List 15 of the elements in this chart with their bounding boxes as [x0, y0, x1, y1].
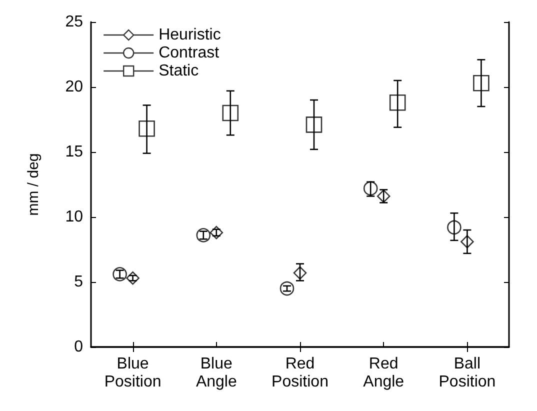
y-tick-label: 15: [65, 144, 84, 160]
y-axis-title: mm / deg: [25, 153, 42, 216]
x-tick-label: Blue Position: [104, 356, 162, 390]
y-tick-label: 0: [74, 338, 84, 356]
y-tick-label: 20: [65, 78, 84, 96]
y-tick-label: 25: [65, 14, 84, 30]
x-tick-label: Blue Angle: [196, 356, 237, 390]
legend-label: Contrast: [158, 44, 220, 62]
x-tick-label: Red Angle: [363, 356, 404, 390]
x-tick-label: Ball Position: [438, 356, 496, 390]
y-tick-label: 5: [74, 274, 84, 290]
y-tick-label: 10: [65, 208, 84, 226]
legend-label: Static: [158, 62, 199, 80]
x-tick-label: Red Position: [272, 356, 328, 390]
legend-label: Heuristic: [158, 26, 221, 44]
